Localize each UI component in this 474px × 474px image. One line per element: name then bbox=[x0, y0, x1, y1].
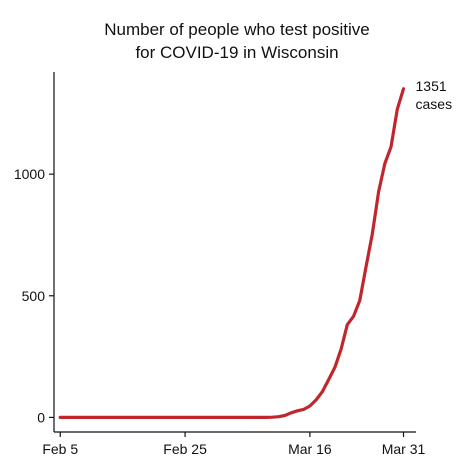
chart-title-line-2: for COVID-19 in Wisconsin bbox=[135, 43, 339, 62]
y-tick-label: 500 bbox=[22, 288, 46, 304]
axes bbox=[53, 72, 416, 433]
ticks: 0 500 1000 Feb 5 Feb 25 Mar 16 Mar 31 bbox=[14, 166, 426, 457]
x-tick-label: Feb 25 bbox=[163, 441, 207, 457]
chart-title: Number of people who test positive for C… bbox=[0, 18, 474, 64]
x-tick-label: Mar 31 bbox=[382, 441, 426, 457]
series-layer bbox=[58, 87, 406, 419]
x-tick-label: Feb 5 bbox=[42, 441, 78, 457]
annotation: 1351 cases bbox=[416, 78, 453, 112]
annotation-unit: cases bbox=[416, 96, 453, 112]
chart-title-line-1: Number of people who test positive bbox=[104, 20, 370, 39]
series-line bbox=[58, 87, 406, 419]
annotation-value: 1351 bbox=[416, 78, 447, 94]
x-tick-label: Mar 16 bbox=[288, 441, 332, 457]
y-tick-label: 1000 bbox=[14, 166, 45, 182]
y-tick-label: 0 bbox=[37, 409, 45, 425]
